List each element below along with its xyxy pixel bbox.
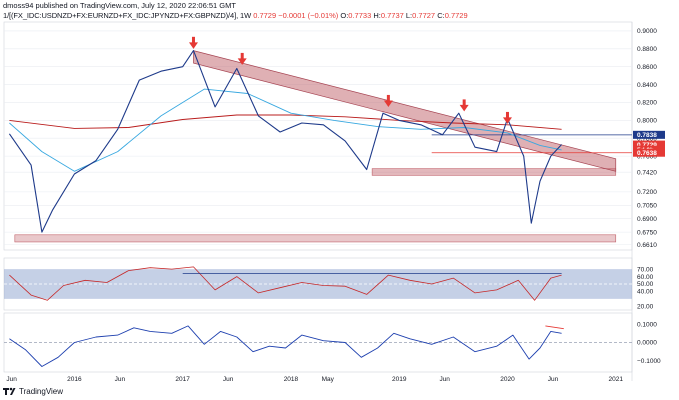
y-tick-label: 0.7200 (637, 189, 657, 196)
down-arrow-marker (459, 104, 469, 112)
x-tick-label: 2021 (609, 376, 624, 383)
price-label: 0.7838 (637, 132, 657, 139)
rsi-band (4, 269, 632, 299)
x-tick-label: 2019 (392, 376, 407, 383)
x-tick-label: Jun (223, 376, 234, 383)
price-label-box (633, 140, 665, 149)
price-label: 0.7729 (637, 142, 657, 149)
y-tick-label: 0.8600 (637, 64, 657, 71)
y-tick-label: 0.6900 (637, 216, 657, 223)
brand-name: TradingView (19, 386, 64, 396)
brand: TradingView (3, 386, 63, 396)
down-arrow-marker (188, 42, 198, 49)
pane-frame-3 (3, 312, 633, 373)
rsi-tick-label: 70.00 (637, 266, 654, 273)
x-tick-label: 2018 (284, 376, 299, 383)
oscillator-trendline (545, 325, 564, 330)
down-arrow-marker (502, 117, 512, 124)
oscillator-tick-label: 0.1000 (637, 321, 657, 328)
x-tick-label: 2017 (175, 376, 190, 383)
y-tick-label: 0.9000 (637, 28, 657, 35)
ohlc-low: L:0.7727 (405, 11, 436, 20)
y-tick-label: 0.8000 (637, 118, 657, 125)
publisher-line: dmoss94 published on TradingView.com, Ju… (3, 1, 236, 10)
price-line (8, 50, 563, 233)
rsi-tick-label: 40.00 (637, 289, 654, 296)
support-zone-lower (14, 234, 617, 243)
price-label-box (633, 130, 665, 139)
rsi-tick-label: 60.00 (637, 274, 654, 281)
y-tick-label: 0.6750 (637, 229, 657, 236)
y-tick-label: 0.6610 (637, 242, 657, 249)
x-tick-label: 2016 (67, 376, 82, 383)
x-tick-label: Jun (548, 376, 559, 383)
pane-frame-1 (3, 21, 633, 251)
rsi-tick-label: 50.00 (637, 281, 654, 288)
oscillator-tick-label: 0.0000 (637, 340, 657, 347)
x-tick-label: Jun (115, 376, 126, 383)
x-tick-label: Jun (6, 376, 17, 383)
support-zone-upper (371, 168, 617, 176)
down-arrow-marker (462, 99, 466, 106)
ohlc-close: C:0.7729 (437, 11, 468, 20)
ohlc-open: O:0.7733 (340, 11, 372, 20)
x-tick-label: Jun (439, 376, 450, 383)
rsi-tick-label: 20.00 (637, 303, 654, 310)
y-tick-label: 0.7050 (637, 202, 657, 209)
price-label-box (633, 148, 665, 157)
ohlc-last: 0.7729 (253, 11, 277, 20)
down-arrow-marker (237, 58, 247, 65)
x-tick-label: 2020 (500, 376, 515, 383)
ohlc-change: −0.0001 (−0.01%) (278, 11, 339, 20)
symbol-name: 1/[(FX_IDC:USDNZD+FX:EURNZD+FX_IDC:JPYNZ… (3, 11, 252, 20)
y-tick-label: 0.8200 (637, 100, 657, 107)
down-arrow-marker (240, 52, 244, 59)
down-arrow-marker (505, 111, 509, 118)
y-tick-label: 0.7420 (637, 169, 657, 176)
x-tick-label: May (322, 376, 335, 383)
ohlc-high: H:0.7737 (373, 11, 404, 20)
price-label: 0.7638 (637, 150, 657, 157)
sma-long-line (9, 114, 562, 130)
tradingview-logo-icon (3, 387, 16, 395)
y-tick-label: 0.7600 (637, 153, 657, 160)
down-arrow-marker (386, 94, 390, 101)
y-tick-label: 0.8400 (637, 82, 657, 89)
rsi-line (9, 266, 562, 301)
descending-channel (193, 50, 617, 172)
y-tick-label: 0.8800 (637, 46, 657, 53)
oscillator-tick-label: −0.1000 (637, 358, 661, 365)
y-tick-label: 0.7800 (637, 135, 657, 142)
oscillator-line (9, 325, 562, 367)
symbol-line: 1/[(FX_IDC:USDNZD+FX:EURNZD+FX_IDC:JPYNZ… (3, 11, 468, 20)
down-arrow-marker (383, 100, 393, 107)
down-arrow-marker (191, 36, 195, 43)
